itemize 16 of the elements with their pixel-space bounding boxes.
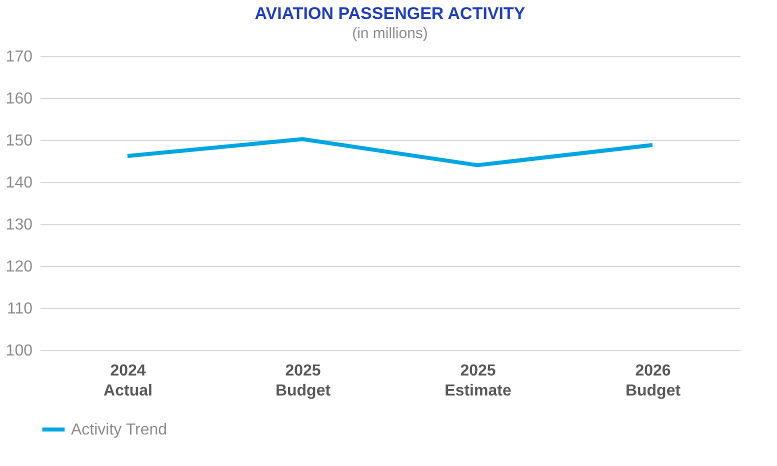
y-tick-label: 150: [6, 132, 33, 150]
y-tick-label: 110: [6, 300, 33, 318]
x-tick-label: 2026 Budget: [625, 362, 682, 400]
chart-title: AVIATION PASSENGER ACTIVITY: [254, 4, 526, 23]
y-tick-label: 130: [6, 216, 33, 234]
y-tick-label: 100: [6, 342, 33, 360]
line-series: [126, 137, 654, 168]
y-tick-label: 160: [6, 90, 33, 108]
x-tick-label: 2025 Budget: [275, 362, 332, 400]
x-tick-label: 2024 Actual: [104, 362, 152, 400]
y-tick-label: 170: [6, 48, 33, 66]
y-tick-label: 140: [6, 174, 33, 192]
legend-label: Activity Trend: [71, 422, 168, 438]
x-tick-label: 2025 Estimate: [444, 362, 512, 400]
chart-subtitle: (in millions): [352, 25, 428, 42]
y-tick-label: 120: [6, 258, 33, 276]
